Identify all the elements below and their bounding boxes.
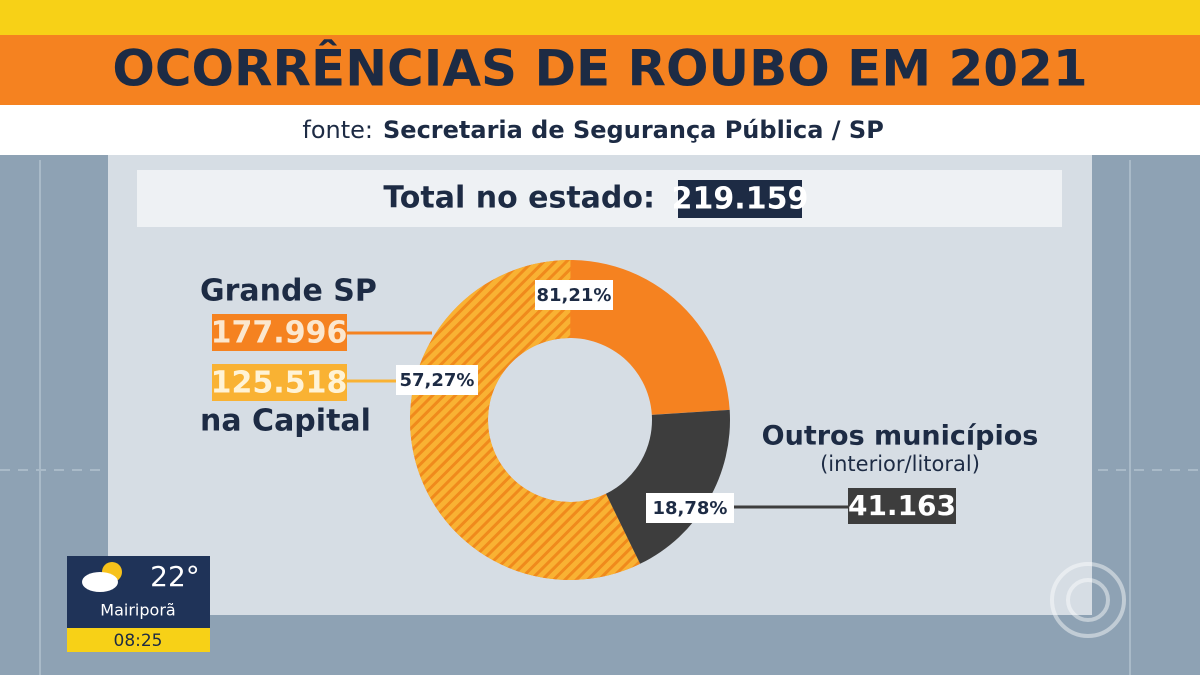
source: Secretaria de Segurança Pública / SP	[383, 116, 884, 144]
count-label: 177.996	[211, 316, 348, 351]
cloud-icon	[82, 572, 118, 592]
title-banner	[0, 35, 1200, 105]
percent-label: 81,21%	[537, 285, 612, 306]
donut-segment	[605, 409, 730, 564]
city: Mairiporã	[100, 601, 175, 620]
percent-box	[535, 280, 613, 310]
total-label: Total no estado:	[383, 181, 655, 216]
total-value: 219.159	[672, 182, 809, 217]
time-box	[67, 628, 210, 652]
series-name: Outros municípios	[762, 421, 1039, 452]
total-bar	[137, 170, 1062, 227]
top-strip	[0, 0, 1200, 35]
donut-segment	[409, 260, 641, 581]
series-name: na Capital	[200, 404, 371, 439]
percent-label: 57,27%	[400, 370, 475, 391]
percent-box	[646, 493, 734, 523]
count-box	[212, 314, 347, 351]
count-box	[848, 488, 956, 524]
percent-box	[396, 365, 478, 395]
chart-title: OCORRÊNCIAS DE ROUBO EM 2021	[112, 39, 1087, 98]
count-box	[212, 364, 347, 401]
total-box	[678, 180, 802, 218]
source-label: fonte:	[302, 116, 373, 144]
series-name: Grande SP	[200, 274, 377, 309]
donut: 81,21% 57,27% 18,78% Grande SP 177.996 125.51…	[200, 260, 1039, 581]
weather-widget: 22° Mairiporã 08:25	[67, 556, 210, 652]
weather-box	[67, 556, 210, 628]
time: 08:25	[114, 631, 163, 651]
channel-logo	[1050, 562, 1126, 638]
temperature: 22°	[150, 560, 200, 593]
count-label: 125.518	[211, 366, 348, 401]
count-label: 41.163	[848, 489, 956, 522]
percent-label: 18,78%	[653, 498, 728, 519]
source-strip	[0, 105, 1200, 155]
series-subtitle: (interior/litoral)	[820, 452, 980, 476]
